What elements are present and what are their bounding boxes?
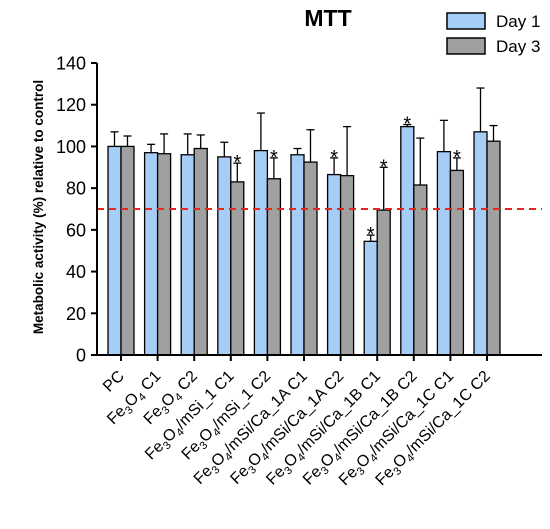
bar [326,173,342,356]
y-axis-label: Metabolic activity (%) relative to contr… [31,80,46,334]
significance-marker: * [233,152,241,174]
significance-marker: * [453,147,461,169]
significance-marker: * [330,147,338,169]
bar [449,169,465,356]
bar [303,161,318,356]
legend-label-day-1: Day 1 [496,12,540,31]
y-tick-label: 140 [56,54,86,74]
x-tick-label: PC [100,368,128,396]
bar [217,156,232,356]
bar [143,152,159,356]
chart-title: MTT [304,5,351,31]
bar [339,174,355,356]
bar [436,150,452,356]
bar [107,145,122,356]
y-tick-label: 20 [66,304,86,324]
y-tick-label: 120 [56,95,86,115]
bar [180,154,195,356]
bar [413,184,428,356]
bar [120,145,135,356]
significance-marker: * [403,114,411,136]
bar [193,147,208,356]
legend-swatch-day-1 [446,12,486,30]
bar [253,149,269,356]
y-tick-label: 0 [76,346,86,366]
y-tick-label: 100 [56,137,86,157]
bar [486,140,501,356]
y-tick-label: 60 [66,220,86,240]
y-tick-label: 80 [66,179,86,199]
bar [473,131,488,356]
legend-label-day-3: Day 3 [496,37,540,56]
bar [290,154,305,356]
significance-marker: * [270,147,278,169]
legend: Day 1 Day 3 [446,12,540,56]
legend-swatch-day-3 [446,37,486,55]
bar [363,240,378,356]
bar [376,209,391,356]
bar [156,153,172,356]
significance-marker: * [380,156,388,178]
bar [400,125,415,356]
bar [266,178,282,356]
y-tick-label: 40 [66,262,86,282]
significance-marker: * [367,224,375,246]
bar [230,181,245,356]
